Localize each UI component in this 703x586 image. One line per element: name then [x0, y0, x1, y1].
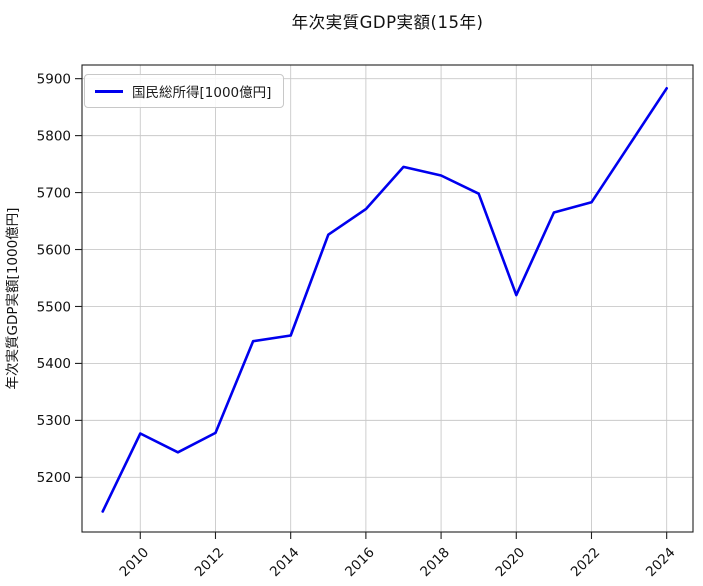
x-tick-label: 2016	[342, 545, 378, 581]
x-tick-label: 2018	[417, 545, 453, 581]
legend[interactable]: 国民総所得[1000億円]	[84, 74, 285, 108]
x-tick-label: 2012	[192, 545, 228, 581]
axes-spines	[81, 64, 694, 533]
x-tick-label: 2014	[267, 545, 303, 581]
x-tick-label: 2020	[493, 545, 529, 581]
legend-line-sample	[95, 89, 123, 93]
y-tick-label: 5400	[37, 356, 71, 372]
y-tick-label: 5800	[37, 128, 71, 144]
x-tick-label: 2010	[117, 545, 153, 581]
chart-title: 年次実質GDP実額(15年)	[291, 13, 484, 32]
y-tick-label: 5900	[37, 71, 71, 87]
y-tick-label: 5700	[37, 185, 71, 201]
y-tick-label: 5300	[37, 413, 71, 429]
y-tick-label: 5200	[37, 470, 71, 486]
y-tick-label: 5600	[37, 242, 71, 258]
y-tick-label: 5500	[37, 299, 71, 315]
x-tick-label: 2024	[643, 545, 679, 581]
y-axis-label: 年次実質GDP実額[1000億円]	[5, 208, 21, 390]
legend-label: 国民総所得[1000億円]	[132, 85, 272, 101]
data-line	[101, 87, 669, 513]
x-tick-label: 2022	[568, 545, 604, 581]
